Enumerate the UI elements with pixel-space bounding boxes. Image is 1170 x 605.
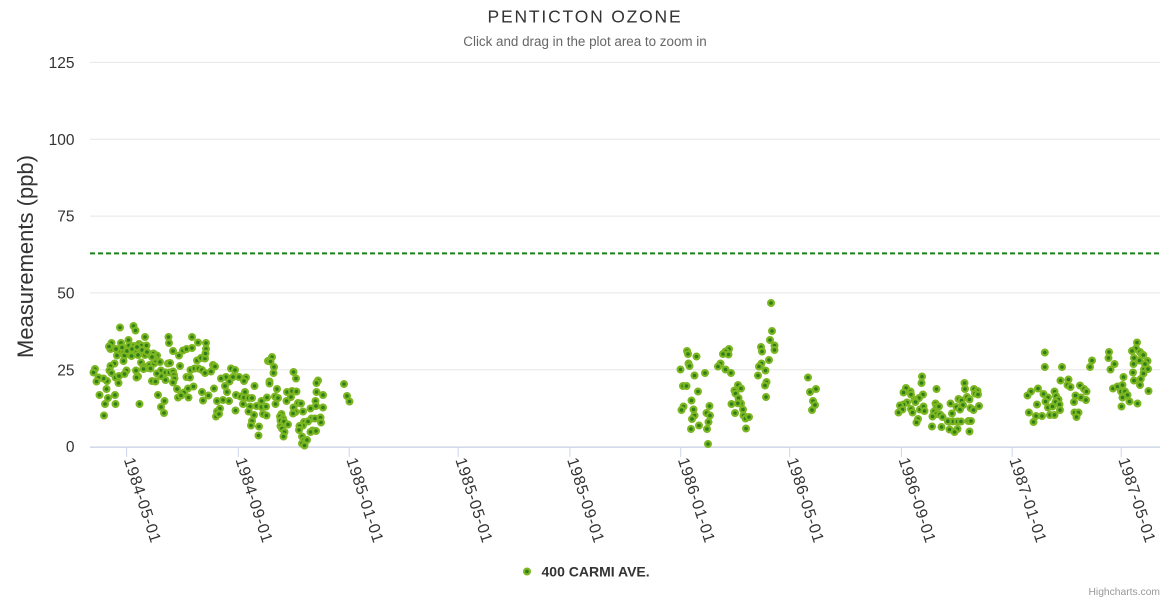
svg-text:Highcharts.com: Highcharts.com: [1088, 587, 1160, 598]
svg-text:Click and drag in the plot are: Click and drag in the plot area to zoom …: [463, 34, 706, 49]
svg-text:100: 100: [49, 132, 75, 149]
svg-text:50: 50: [57, 286, 75, 303]
svg-text:400 CARMI AVE.: 400 CARMI AVE.: [542, 564, 650, 580]
svg-text:PENTICTON OZONE: PENTICTON OZONE: [488, 7, 683, 27]
svg-text:Measurements (ppb): Measurements (ppb): [13, 155, 38, 358]
svg-text:25: 25: [57, 362, 74, 379]
svg-text:75: 75: [57, 209, 74, 226]
svg-text:0: 0: [66, 439, 75, 456]
svg-text:125: 125: [49, 55, 75, 72]
